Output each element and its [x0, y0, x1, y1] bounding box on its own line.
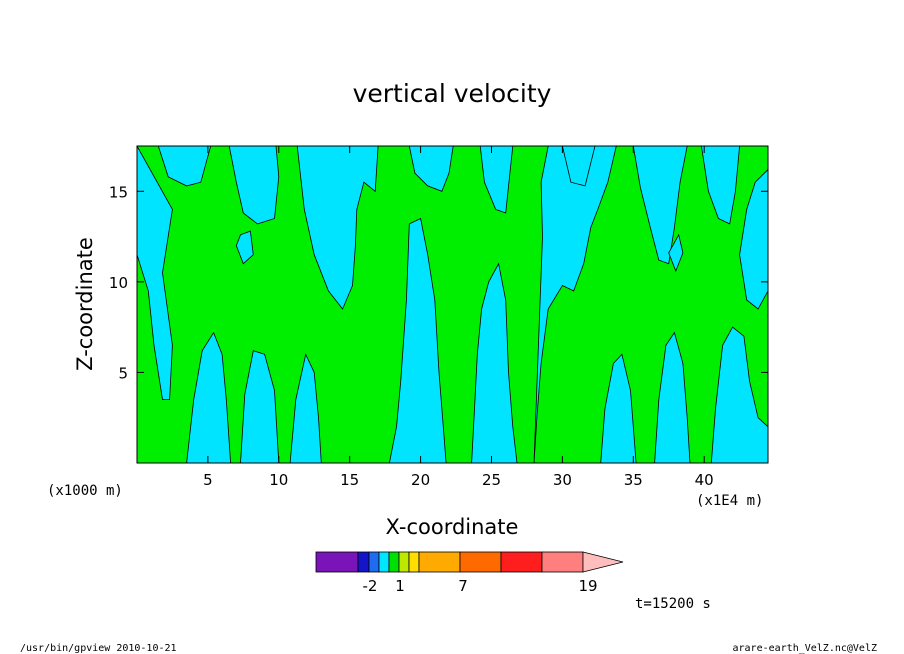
colorbar-segment — [541, 551, 584, 573]
colorbar-labels: -2 1 7 19 — [363, 577, 598, 595]
contour-region-negative — [479, 146, 514, 214]
colorbar-label: -2 — [363, 577, 378, 595]
contour-region-negative — [710, 326, 768, 463]
y-tick-label: 15 — [109, 183, 128, 201]
contour-region-negative — [654, 331, 691, 463]
contour-region-negative — [240, 350, 280, 463]
x-tick-label: 30 — [553, 471, 572, 489]
chart-title: vertical velocity — [353, 79, 552, 108]
contour-region-negative — [739, 168, 768, 310]
colorbar-segment — [408, 551, 420, 573]
colorbar-label: 7 — [458, 577, 468, 595]
colorbar-segment — [315, 551, 359, 573]
contour-region-negative — [632, 146, 688, 265]
colorbar-segment — [398, 551, 410, 573]
x-unit-left: (x1000 m) — [47, 483, 123, 499]
colorbar-arrow — [582, 551, 624, 573]
colorbar-label: 19 — [578, 577, 597, 595]
contour-region-negative — [408, 146, 454, 192]
colorbar-segment — [388, 551, 400, 573]
x-tick-label: 5 — [203, 471, 213, 489]
colorbar-segment — [459, 551, 502, 573]
y-axis-label: Z-coordinate — [73, 237, 97, 371]
contour-region-negative — [561, 146, 596, 187]
colorbar-label: 1 — [395, 577, 405, 595]
x-tick-label: 40 — [695, 471, 714, 489]
y-tick-label: 10 — [109, 274, 128, 292]
x-axis-label: X-coordinate — [386, 515, 519, 539]
contour-region-negative — [471, 262, 518, 463]
x-unit-right: (x1E4 m) — [696, 493, 763, 509]
y-tick-label: 5 — [118, 364, 128, 382]
contour-region-negative — [235, 230, 254, 265]
contour-region-negative — [186, 331, 232, 463]
contour-field — [137, 146, 768, 463]
contour-region-negative — [137, 146, 173, 400]
x-tick-label: 35 — [624, 471, 643, 489]
x-axis: 5 10 15 20 25 30 35 40 — [203, 146, 714, 489]
contour-region-negative — [289, 353, 322, 463]
colorbar-segment — [500, 551, 543, 573]
y-axis: 5 10 15 — [109, 183, 768, 382]
contour-region-negative — [700, 146, 741, 225]
x-tick-label: 15 — [340, 471, 359, 489]
contour-region-negative — [296, 146, 379, 310]
footer-left: /usr/bin/gpview 2010-10-21 — [20, 643, 177, 654]
contour-region-negative — [600, 353, 637, 463]
footer-right: arare-earth_VelZ.nc@VelZ — [733, 643, 878, 654]
plot-frame — [136, 145, 769, 464]
x-tick-label: 25 — [482, 471, 501, 489]
contour-region-negative — [228, 146, 280, 225]
contour-region-negative — [157, 146, 212, 187]
colorbar — [315, 551, 624, 573]
x-tick-label: 20 — [411, 471, 430, 489]
time-annotation: t=15200 s — [635, 596, 711, 612]
colorbar-segment — [357, 551, 370, 573]
colorbar-segment — [368, 551, 380, 573]
contour-region-negative — [388, 217, 447, 463]
contour-region-negative — [668, 233, 684, 273]
x-tick-label: 10 — [269, 471, 288, 489]
colorbar-segment — [378, 551, 390, 573]
contour-region-negative — [533, 146, 617, 463]
colorbar-segment — [418, 551, 461, 573]
